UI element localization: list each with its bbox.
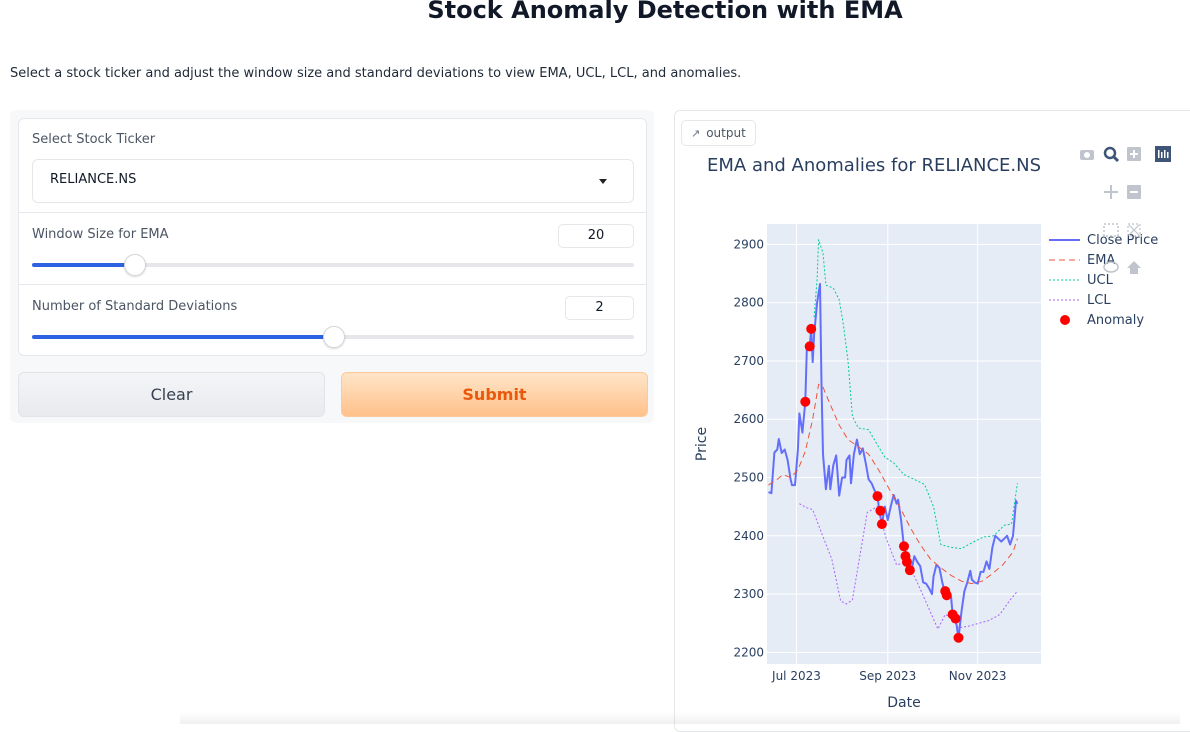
y-tick-label: 2800: [733, 296, 764, 310]
window-block: Window Size for EMA 20: [19, 212, 646, 284]
ticker-block: Select Stock Ticker RELIANCE.NS: [19, 119, 646, 211]
zoom-out-icon[interactable]: [1127, 185, 1141, 199]
x-tick-label: Nov 2023: [949, 669, 1007, 683]
anomaly-point: [941, 590, 952, 601]
anomaly-point: [804, 341, 815, 352]
std-label: Number of Standard Deviations: [32, 299, 238, 314]
reset-axes-icon[interactable]: [1127, 223, 1141, 237]
box: [1155, 146, 1171, 162]
plus: [1133, 150, 1135, 158]
bottom-shadow: [180, 712, 1180, 724]
y-tick-label: 2200: [733, 645, 764, 659]
anomaly-point: [806, 323, 817, 334]
anomaly-point: [800, 396, 811, 407]
anomaly-point: [899, 541, 909, 552]
legend-entry: Close Price: [1087, 233, 1158, 248]
window-label: Window Size for EMA: [32, 227, 169, 242]
std-slider-thumb[interactable]: [323, 326, 345, 348]
y-tick-label: 2500: [733, 471, 764, 485]
ticker-selected-value: RELIANCE.NS: [50, 172, 137, 187]
y-tick-label: 2700: [733, 354, 764, 368]
output-tab: ↗ output: [681, 120, 756, 146]
chart: EMA and Anomalies for RELIANCE.NS 2200 230…: [694, 146, 1171, 711]
legend-entry: UCL: [1087, 273, 1114, 288]
bar: [1161, 152, 1163, 158]
series-line-ucl: [813, 239, 1018, 550]
legend-entry: LCL: [1087, 293, 1111, 308]
y-tick-label: 2300: [733, 587, 764, 601]
x-axis-label: Date: [887, 695, 920, 711]
window-slider-thumb[interactable]: [124, 254, 147, 276]
box-select-icon[interactable]: [1103, 223, 1119, 237]
autoscale-icon[interactable]: [1155, 146, 1171, 162]
anomaly-point: [901, 557, 912, 568]
anomaly-point: [950, 613, 961, 624]
bar: [1158, 150, 1160, 158]
std-slider[interactable]: [32, 326, 634, 348]
bar: [1164, 150, 1166, 158]
clear-button[interactable]: Clear: [18, 372, 325, 417]
input-panel: Select Stock Ticker RELIANCE.NS Window S…: [10, 110, 654, 423]
window-slider[interactable]: [32, 254, 634, 276]
minus: [1130, 191, 1138, 193]
legend-entry: EMA: [1087, 253, 1115, 268]
camera-icon[interactable]: [1080, 150, 1094, 160]
zoom-icon[interactable]: [1103, 146, 1120, 163]
loop: [1103, 261, 1119, 273]
zoom-glass: [1103, 146, 1117, 160]
x-tick-label: Jul 2023: [771, 669, 821, 683]
y-tick-label: 2600: [733, 412, 764, 426]
anomaly-point: [904, 565, 915, 576]
std-slider-fill: [32, 335, 333, 339]
series-line-lcl: [799, 503, 1018, 630]
d2: [1128, 224, 1140, 236]
y-axis-label: Price: [694, 427, 710, 461]
anomaly-point: [876, 519, 887, 530]
chevron-down-icon[interactable]: [599, 179, 607, 184]
y-tick-label: 2900: [733, 237, 764, 251]
zoom-in-icon[interactable]: [1127, 147, 1141, 161]
legend-entry: Anomaly: [1087, 313, 1144, 328]
ticker-label: Select Stock Ticker: [32, 132, 156, 147]
box: [1127, 223, 1141, 237]
legend-swatch: [1060, 315, 1070, 325]
window-number-input[interactable]: 20: [558, 224, 634, 248]
y-tick-label: 2400: [733, 529, 764, 543]
form-box: Select Stock Ticker RELIANCE.NS Window S…: [18, 118, 647, 356]
std-block: Number of Standard Deviations 2: [19, 284, 646, 356]
page-subtitle: Select a stock ticker and adjust the win…: [10, 66, 742, 81]
series-line-ema: [768, 383, 1018, 585]
plot-area: [767, 224, 1041, 664]
window-slider-fill: [32, 263, 135, 267]
x-tick-label: Sep 2023: [859, 669, 916, 683]
camera-lens: [1084, 152, 1090, 158]
home-icon[interactable]: [1127, 261, 1141, 274]
zoom-handle: [1112, 155, 1120, 163]
page-title: Stock Anomaly Detection with EMA: [427, 0, 903, 24]
std-number-input[interactable]: 2: [565, 296, 634, 320]
chart-icon: ↗: [691, 127, 701, 140]
anomaly-point: [872, 491, 883, 502]
anomaly-point: [953, 632, 964, 643]
series-group: [768, 239, 1019, 643]
house: [1127, 261, 1141, 274]
submit-button[interactable]: Submit: [341, 372, 648, 417]
output-panel: EMA and Anomalies for RELIANCE.NS 2200 230…: [674, 110, 1190, 732]
ticker-dropdown[interactable]: RELIANCE.NS: [32, 159, 634, 203]
output-tab-label: output: [706, 126, 746, 140]
lasso-icon[interactable]: [1103, 261, 1119, 273]
anomaly-point: [875, 505, 886, 516]
pan-icon[interactable]: [1104, 185, 1118, 199]
box: [1103, 223, 1119, 237]
chart-title: EMA and Anomalies for RELIANCE.NS: [707, 155, 1041, 176]
bar: [1167, 152, 1169, 158]
